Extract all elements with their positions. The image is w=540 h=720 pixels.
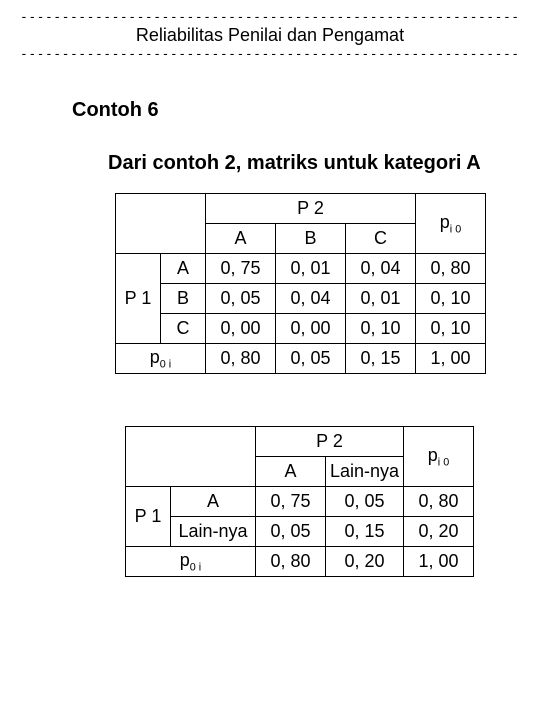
table1-cell: 0, 10 <box>346 314 416 344</box>
table2-p1-header: P 1 <box>126 487 171 547</box>
table1-col-c: C <box>346 224 416 254</box>
matrix-table-1: P 2 pi 0 A B C P 1 A 0, 75 0, 01 0, 04 0… <box>115 193 486 374</box>
table1-row-b: B <box>161 284 206 314</box>
table2-row-a: A <box>171 487 256 517</box>
table1-cell: 1, 00 <box>416 344 486 374</box>
table2-col-lain: Lain-nya <box>326 457 404 487</box>
dashline-bottom: ----------------------------------------… <box>20 47 520 61</box>
table1-cell: 0, 10 <box>416 284 486 314</box>
table1-cell: 0, 01 <box>346 284 416 314</box>
table1-cell: 0, 04 <box>346 254 416 284</box>
table2-cell: 0, 75 <box>256 487 326 517</box>
section-subheading: Dari contoh 2, matriks untuk kategori A <box>108 152 520 175</box>
table2-pi0-header: pi 0 <box>404 427 474 487</box>
matrix-table-2: P 2 pi 0 A Lain-nya P 1 A 0, 75 0, 05 0,… <box>125 426 474 577</box>
table1-cell: 0, 75 <box>206 254 276 284</box>
table2-cell: 1, 00 <box>404 547 474 577</box>
dashline-top: ----------------------------------------… <box>20 10 520 24</box>
table2-cell: 0, 20 <box>326 547 404 577</box>
table1-cell: 0, 04 <box>276 284 346 314</box>
table2-empty-corner <box>126 427 256 487</box>
table1-cell: 0, 05 <box>206 284 276 314</box>
table1-cell: 0, 80 <box>206 344 276 374</box>
table1-row-a: A <box>161 254 206 284</box>
table1-p2-header: P 2 <box>206 194 416 224</box>
table1-cell: 0, 15 <box>346 344 416 374</box>
table1-cell: 0, 00 <box>276 314 346 344</box>
table2-cell: 0, 05 <box>326 487 404 517</box>
table-2-wrap: P 2 pi 0 A Lain-nya P 1 A 0, 75 0, 05 0,… <box>125 426 520 577</box>
table2-cell: 0, 80 <box>404 487 474 517</box>
table1-p0i-header: p0 i <box>116 344 206 374</box>
table1-col-b: B <box>276 224 346 254</box>
table-1-wrap: P 2 pi 0 A B C P 1 A 0, 75 0, 01 0, 04 0… <box>115 193 520 374</box>
table2-col-a: A <box>256 457 326 487</box>
table1-cell: 0, 01 <box>276 254 346 284</box>
table1-cell: 0, 05 <box>276 344 346 374</box>
table2-cell: 0, 15 <box>326 517 404 547</box>
section-heading: Contoh 6 <box>72 99 520 122</box>
table1-pi0-header: pi 0 <box>416 194 486 254</box>
table2-cell: 0, 05 <box>256 517 326 547</box>
table2-cell: 0, 80 <box>256 547 326 577</box>
table2-p2-header: P 2 <box>256 427 404 457</box>
table2-row-lain: Lain-nya <box>171 517 256 547</box>
table1-cell: 0, 10 <box>416 314 486 344</box>
table1-empty-corner <box>116 194 206 254</box>
table1-col-a: A <box>206 224 276 254</box>
table1-p1-header: P 1 <box>116 254 161 344</box>
table1-cell: 0, 80 <box>416 254 486 284</box>
table1-cell: 0, 00 <box>206 314 276 344</box>
page-header-title: Reliabilitas Penilai dan Pengamat <box>20 24 520 47</box>
table2-cell: 0, 20 <box>404 517 474 547</box>
table2-p0i-header: p0 i <box>126 547 256 577</box>
table1-row-c: C <box>161 314 206 344</box>
